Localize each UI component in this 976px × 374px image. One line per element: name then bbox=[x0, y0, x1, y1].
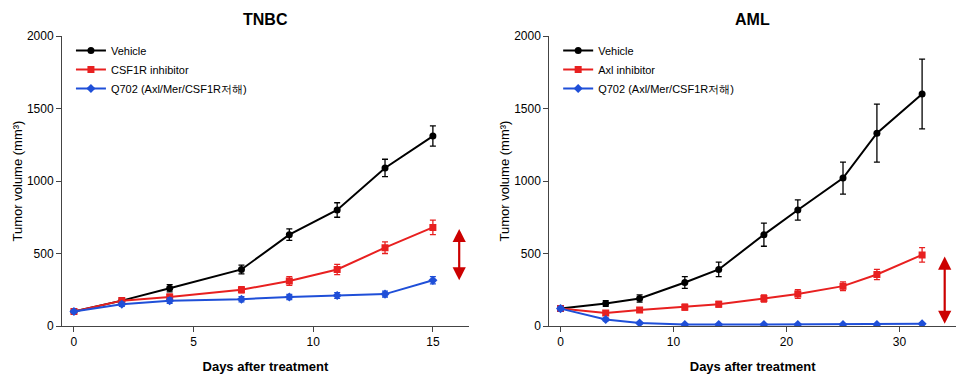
svg-text:CSF1R inhibitor: CSF1R inhibitor bbox=[111, 64, 189, 76]
svg-text:TNBC: TNBC bbox=[243, 11, 288, 28]
svg-text:10: 10 bbox=[667, 335, 681, 349]
svg-text:Q702 (Axl/Mer/CSF1R저해): Q702 (Axl/Mer/CSF1R저해) bbox=[598, 83, 734, 95]
svg-text:1500: 1500 bbox=[514, 102, 541, 116]
svg-text:Tumor volume (mm³): Tumor volume (mm³) bbox=[497, 121, 512, 242]
svg-text:10: 10 bbox=[307, 335, 321, 349]
svg-text:500: 500 bbox=[521, 247, 541, 261]
svg-text:Tumor volume (mm³): Tumor volume (mm³) bbox=[10, 121, 25, 242]
svg-text:2000: 2000 bbox=[27, 29, 54, 43]
svg-text:Axl inhibitor: Axl inhibitor bbox=[598, 64, 655, 76]
svg-text:2000: 2000 bbox=[514, 29, 541, 43]
svg-text:20: 20 bbox=[780, 335, 794, 349]
svg-text:Q702 (Axl/Mer/CSF1R저해): Q702 (Axl/Mer/CSF1R저해) bbox=[111, 83, 247, 95]
svg-text:1500: 1500 bbox=[27, 102, 54, 116]
svg-text:0: 0 bbox=[47, 319, 54, 333]
svg-text:5: 5 bbox=[190, 335, 197, 349]
svg-text:Vehicle: Vehicle bbox=[111, 45, 146, 57]
svg-text:Vehicle: Vehicle bbox=[598, 45, 633, 57]
svg-text:Days after treatment: Days after treatment bbox=[203, 359, 329, 374]
svg-text:0: 0 bbox=[557, 335, 564, 349]
svg-text:15: 15 bbox=[426, 335, 440, 349]
svg-text:Days after treatment: Days after treatment bbox=[690, 359, 816, 374]
svg-text:AML: AML bbox=[735, 11, 770, 28]
svg-text:1000: 1000 bbox=[27, 174, 54, 188]
svg-text:0: 0 bbox=[71, 335, 78, 349]
svg-text:500: 500 bbox=[34, 247, 54, 261]
svg-text:1000: 1000 bbox=[514, 174, 541, 188]
svg-text:0: 0 bbox=[534, 319, 541, 333]
svg-text:30: 30 bbox=[893, 335, 907, 349]
